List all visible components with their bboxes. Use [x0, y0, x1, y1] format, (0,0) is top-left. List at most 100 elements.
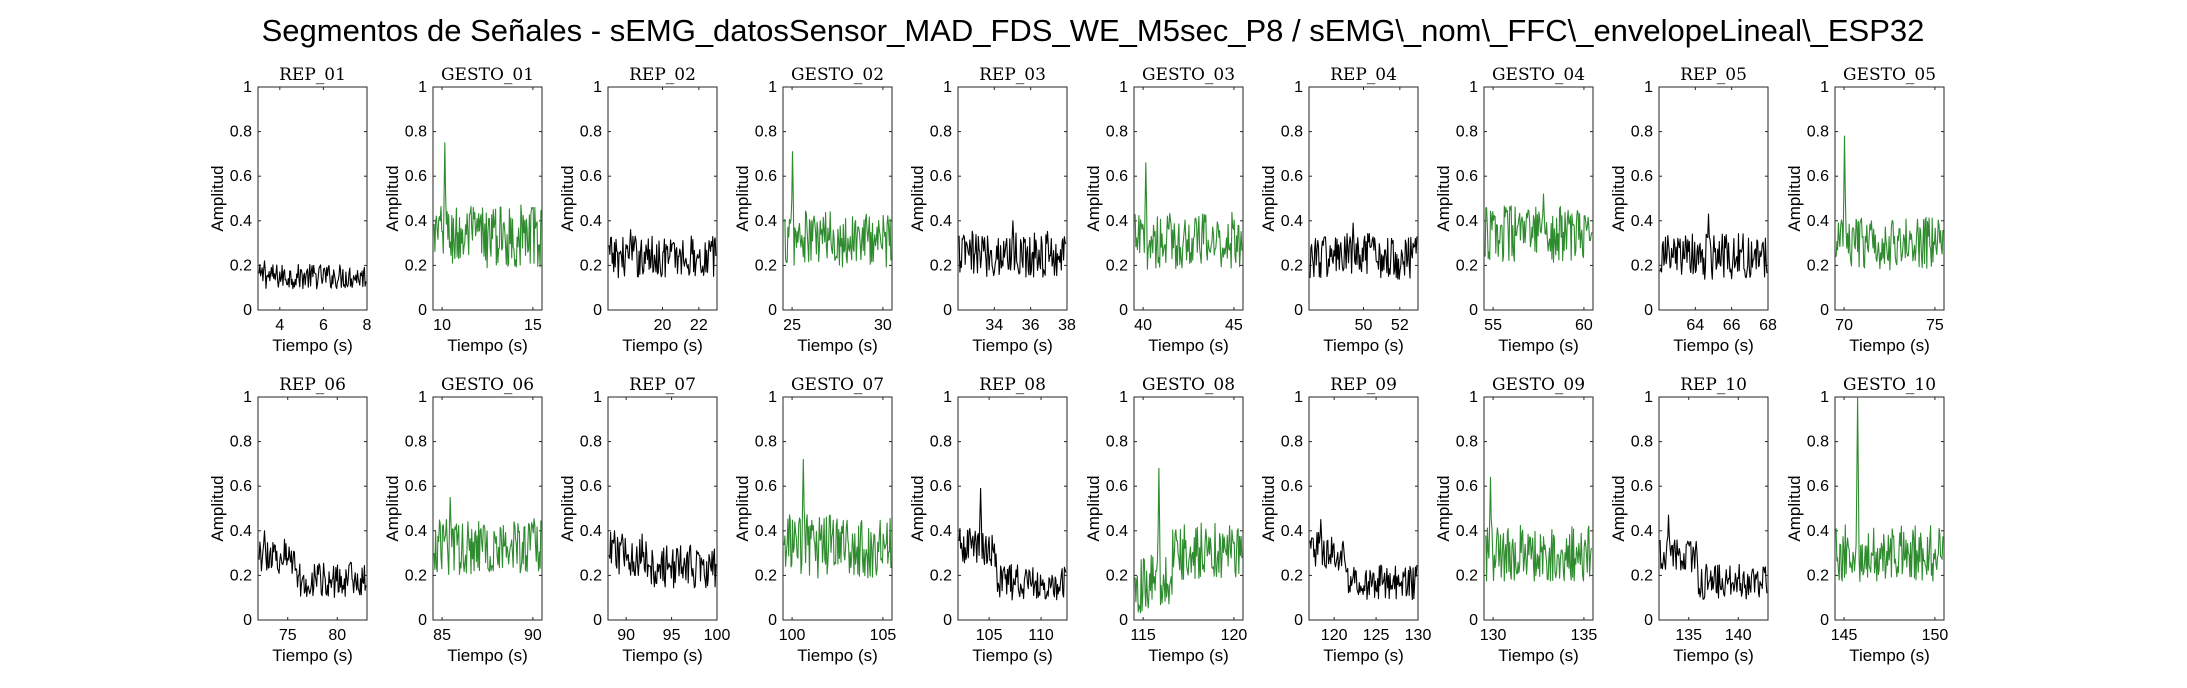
y-tick-label: 0 [1294, 612, 1303, 629]
x-tick-label: 90 [524, 627, 542, 644]
signal-line [1835, 135, 1944, 271]
y-tick-label: 0.4 [1106, 523, 1128, 540]
x-tick-label: 115 [1130, 627, 1156, 644]
axes-box [432, 86, 543, 311]
subplot-title: REP_10 [1680, 375, 1747, 395]
subplot-title: REP_04 [1330, 65, 1397, 85]
y-tick-label: 0.2 [755, 257, 777, 274]
y-tick-label: 0.8 [1456, 434, 1478, 451]
y-tick-label: 0.6 [1807, 478, 1829, 495]
x-tick-label: 50 [1355, 317, 1373, 334]
x-tick-label: 45 [1225, 317, 1243, 334]
y-tick-label: 0.2 [1631, 257, 1653, 274]
x-tick-label: 135 [1675, 627, 1702, 644]
axes-box [782, 396, 893, 621]
y-tick-label: 0.8 [755, 434, 777, 451]
subplot-gesto-04: GESTO_04 0 0.2 0.4 0.6 0.8 1 55 60 Tiempo (s) Ampl… [1434, 65, 1594, 355]
y-axis-label: Amplitud [908, 475, 927, 541]
y-tick-label: 0.8 [1807, 434, 1829, 451]
x-tick-label: 40 [1134, 317, 1152, 334]
y-tick-label: 0.8 [1456, 124, 1478, 141]
y-axis-label: Amplitud [558, 475, 577, 541]
x-axis-label: Tiempo (s) [972, 336, 1053, 355]
y-tick-label: 0.8 [230, 124, 252, 141]
y-tick-label: 0.4 [405, 213, 427, 230]
axes-box [1834, 86, 1945, 311]
y-axis-label: Amplitud [1785, 165, 1804, 231]
y-tick-label: 0.2 [580, 567, 602, 584]
subplot-title: GESTO_02 [791, 65, 884, 85]
y-tick-label: 0.6 [930, 478, 952, 495]
y-tick-label: 0 [1119, 612, 1128, 629]
y-tick-label: 0.6 [755, 478, 777, 495]
y-tick-label: 1 [943, 79, 952, 96]
signal-line [258, 530, 367, 598]
subplot-title: GESTO_04 [1492, 65, 1585, 85]
subplot-rep-05: REP_05 0 0.2 0.4 0.6 0.8 1 64 66 68 Tiempo (s) Ampl… [1609, 65, 1777, 355]
y-tick-label: 1 [418, 389, 427, 406]
subplot-title: REP_09 [1330, 375, 1397, 395]
y-tick-label: 0 [943, 612, 952, 629]
y-tick-label: 0 [593, 612, 602, 629]
signal-line [1134, 162, 1243, 270]
y-tick-label: 0.2 [1807, 567, 1829, 584]
y-tick-label: 1 [1294, 79, 1303, 96]
axes-box [1133, 86, 1244, 311]
x-axis-label: Tiempo (s) [622, 336, 703, 355]
y-tick-label: 0 [1644, 612, 1653, 629]
y-tick-label: 1 [943, 389, 952, 406]
y-tick-label: 0.4 [1807, 523, 1829, 540]
x-tick-label: 64 [1686, 317, 1704, 334]
y-tick-label: 0.2 [230, 567, 252, 584]
x-tick-label: 25 [783, 317, 801, 334]
signal-line [1485, 476, 1593, 582]
y-tick-label: 0.6 [1456, 478, 1478, 495]
subplot-title: GESTO_09 [1492, 375, 1585, 395]
subplot-rep-06: REP_06 0 0.2 0.4 0.6 0.8 1 75 80 Tiempo (s) Amplit… [208, 375, 368, 665]
x-axis-label: Tiempo (s) [1148, 336, 1229, 355]
y-tick-label: 0.6 [930, 168, 952, 185]
y-tick-label: 0.2 [1281, 257, 1303, 274]
x-axis-label: Tiempo (s) [1673, 336, 1754, 355]
y-tick-label: 0.6 [1807, 168, 1829, 185]
y-tick-label: 0.4 [1631, 213, 1653, 230]
x-axis-label: Tiempo (s) [272, 646, 353, 665]
y-tick-label: 1 [1469, 389, 1478, 406]
y-tick-label: 0.6 [580, 168, 602, 185]
y-tick-label: 1 [243, 389, 252, 406]
x-tick-label: 125 [1363, 627, 1390, 644]
x-tick-label: 22 [690, 317, 708, 334]
y-tick-label: 0 [418, 612, 427, 629]
y-tick-label: 0.8 [1631, 434, 1653, 451]
x-axis-label: Tiempo (s) [272, 336, 353, 355]
y-tick-label: 0.2 [580, 257, 602, 274]
subplot-rep-04: REP_04 0 0.2 0.4 0.6 0.8 1 50 52 Tiempo (s) Amplit… [1259, 65, 1419, 355]
y-tick-label: 0.2 [405, 567, 427, 584]
subplot-gesto-01: GESTO_01 0 0.2 0.4 0.6 0.8 1 10 15 Tiempo (s) Ampl… [383, 65, 543, 355]
y-tick-label: 0 [768, 302, 777, 319]
x-tick-label: 70 [1835, 317, 1853, 334]
y-tick-label: 0.4 [1281, 213, 1303, 230]
y-axis-label: Amplitud [1084, 165, 1103, 231]
y-axis-label: Amplitud [383, 475, 402, 541]
y-tick-label: 0 [243, 302, 252, 319]
y-tick-label: 0.6 [230, 168, 252, 185]
y-tick-label: 0.2 [930, 567, 952, 584]
x-tick-label: 110 [1028, 627, 1054, 644]
x-tick-label: 80 [328, 627, 346, 644]
y-tick-label: 0.8 [930, 434, 952, 451]
x-axis-label: Tiempo (s) [797, 646, 878, 665]
axes-box [607, 86, 718, 311]
x-tick-label: 60 [1575, 317, 1593, 334]
subplot-gesto-10: GESTO_10 0 0.2 0.4 0.6 0.8 1 145 150 Tiempo (s) Am… [1785, 375, 1948, 665]
x-axis-label: Tiempo (s) [1323, 336, 1404, 355]
y-axis-label: Amplitud [908, 165, 927, 231]
signal-line [608, 229, 717, 279]
axes-box [957, 86, 1068, 311]
y-axis-label: Amplitud [1434, 165, 1453, 231]
x-tick-label: 34 [985, 317, 1003, 334]
y-tick-label: 0.2 [1456, 567, 1478, 584]
y-tick-label: 1 [593, 79, 602, 96]
y-tick-label: 0.4 [1631, 523, 1653, 540]
